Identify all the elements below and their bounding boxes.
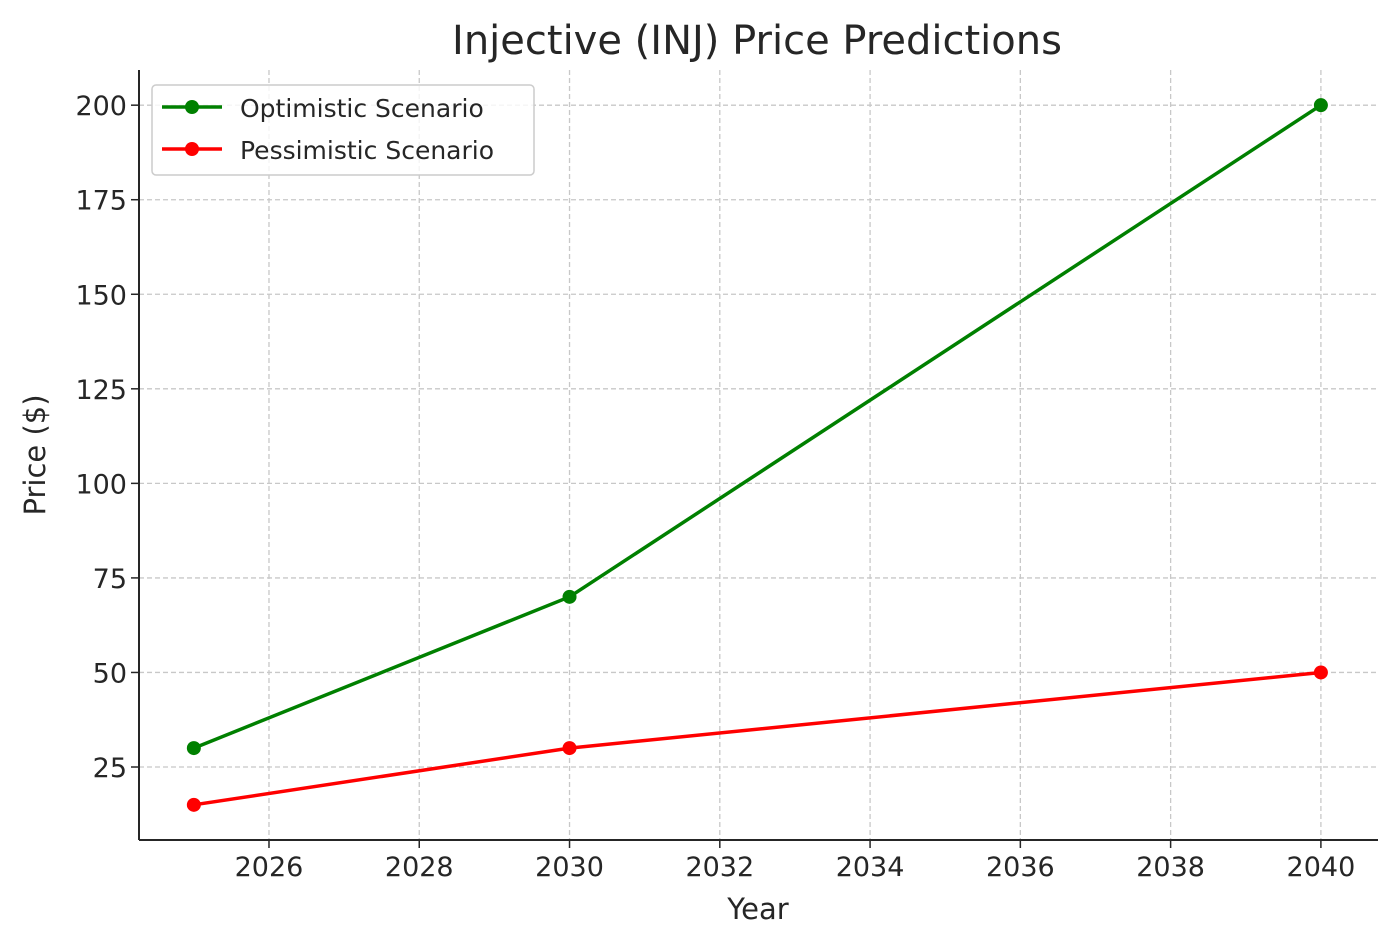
data-point-optimistic	[1313, 98, 1328, 113]
x-tick-label: 2040	[1287, 852, 1356, 883]
x-axis-label: Year	[726, 892, 788, 926]
data-point-pessimistic	[562, 741, 577, 756]
data-point-pessimistic	[1313, 665, 1328, 680]
x-tick-label: 2026	[235, 852, 304, 883]
data-point-optimistic	[562, 589, 577, 604]
x-tick-label: 2034	[836, 852, 905, 883]
x-tick-label: 2030	[535, 852, 604, 883]
x-tick-label: 2038	[1136, 852, 1205, 883]
legend-frame	[151, 84, 535, 176]
y-tick-label: 175	[75, 186, 127, 217]
chart-title: Injective (INJ) Price Predictions	[452, 18, 1062, 64]
series-line-optimistic	[193, 103, 1322, 750]
series-group	[186, 98, 1328, 812]
y-tick-label: 125	[75, 375, 127, 406]
y-tick-label: 25	[93, 753, 127, 784]
x-tick-label: 2032	[685, 852, 754, 883]
x-tick-label: 2028	[385, 852, 454, 883]
legend: Optimistic Scenario Pessimistic Scenario	[151, 84, 535, 176]
data-point-optimistic	[186, 741, 201, 756]
legend-label-optimistic: Optimistic Scenario	[240, 94, 484, 123]
x-tick-label: 2036	[986, 852, 1055, 883]
y-axis-label: Price ($)	[18, 394, 52, 515]
series-line-pessimistic	[193, 670, 1322, 807]
axes: 2026 2028 2030 2032 2034 2036 2038 2040 25 50 75 10…	[75, 70, 1378, 883]
data-point-pessimistic	[186, 797, 201, 812]
y-tick-label: 200	[75, 91, 127, 122]
y-tick-label: 150	[75, 280, 127, 311]
grid	[139, 70, 1378, 840]
legend-marker-optimistic	[185, 100, 199, 114]
legend-marker-pessimistic	[185, 142, 199, 156]
legend-label-pessimistic: Pessimistic Scenario	[240, 136, 494, 165]
y-tick-label: 50	[93, 658, 127, 689]
y-tick-label: 100	[75, 469, 127, 500]
y-tick-label: 75	[93, 564, 127, 595]
